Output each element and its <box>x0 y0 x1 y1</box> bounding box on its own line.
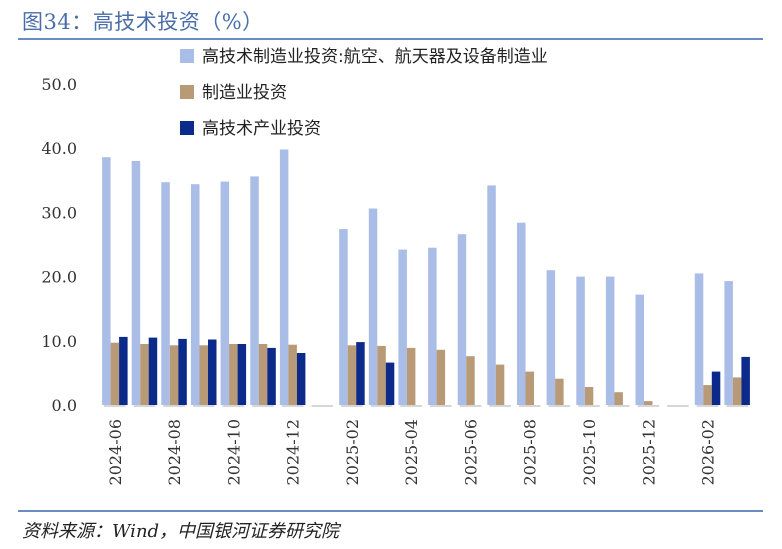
y-tick-label: 0.0 <box>52 396 77 415</box>
bar-hightech <box>356 342 365 405</box>
bar-hightech <box>119 336 128 405</box>
bar-manufacturing <box>466 356 475 405</box>
x-tick-label: 2025-06 <box>461 419 480 485</box>
bar-aerospace <box>487 185 496 405</box>
bar-aerospace <box>724 281 733 405</box>
bar-manufacturing <box>644 401 653 405</box>
bar-manufacturing <box>525 371 534 405</box>
bar-manufacturing <box>347 345 357 405</box>
bar-manufacturing <box>495 364 505 405</box>
bar-aerospace <box>457 234 467 405</box>
bar-manufacturing <box>229 344 238 405</box>
bar-aerospace <box>191 184 200 405</box>
bar-manufacturing <box>377 345 386 405</box>
y-axis: 0.0 10.0 20.0 30.0 40.0 50.0 <box>41 75 77 415</box>
legend-swatch <box>180 121 194 135</box>
bar-aerospace <box>339 229 348 405</box>
bar-manufacturing <box>436 349 446 405</box>
top-divider <box>18 38 763 40</box>
bar-aerospace <box>102 157 111 405</box>
bar-manufacturing <box>584 387 594 405</box>
x-tick-label: 2024-12 <box>284 419 303 485</box>
y-tick-label: 30.0 <box>41 203 77 222</box>
bar-hightech <box>148 337 158 405</box>
bar-manufacturing <box>732 377 742 405</box>
bar-manufacturing <box>288 344 297 405</box>
bars <box>102 149 750 405</box>
bar-manufacturing <box>703 385 712 405</box>
x-tick-label: 2024-10 <box>224 419 243 485</box>
bar-hightech <box>208 339 217 405</box>
legend-swatch <box>180 85 194 99</box>
x-axis: 2024-06 2024-08 2024-10 2024-12 2025-02 2025-… <box>104 405 748 485</box>
bar-chart: 0.010.020.030.040.050.0 2024-06 2024-08 20… <box>41 47 750 485</box>
bar-aerospace <box>428 247 437 405</box>
bar-manufacturing <box>614 392 623 405</box>
legend-label: 高技术制造业投资:航空、航天器及设备制造业 <box>202 47 548 67</box>
y-tick-label: 50.0 <box>41 75 77 94</box>
x-tick-label: 2024-06 <box>106 419 125 485</box>
bar-manufacturing <box>169 345 179 405</box>
bar-manufacturing <box>258 344 268 405</box>
bar-hightech <box>385 362 395 405</box>
bar-hightech <box>296 353 306 405</box>
bar-aerospace <box>250 176 259 405</box>
bar-hightech <box>178 338 187 405</box>
x-tick-label: 2024-08 <box>165 419 184 485</box>
bar-manufacturing <box>140 344 149 405</box>
chart-title: 图34：高技术投资（%） <box>22 10 264 34</box>
legend-label: 制造业投资 <box>202 83 287 103</box>
bar-aerospace <box>398 249 407 405</box>
x-tick-label: 2025-12 <box>639 419 658 485</box>
legend-label: 高技术产业投资 <box>202 119 321 139</box>
bottom-divider <box>18 510 763 512</box>
bar-aerospace <box>517 222 526 405</box>
bar-aerospace <box>576 276 585 405</box>
bar-aerospace <box>279 149 289 405</box>
x-tick-label: 2025-08 <box>521 419 540 485</box>
y-tick-label: 10.0 <box>41 332 77 351</box>
bar-manufacturing <box>110 342 120 405</box>
bar-hightech <box>741 356 750 405</box>
bar-manufacturing <box>555 378 564 405</box>
bar-aerospace <box>220 181 230 405</box>
bar-aerospace <box>161 182 170 405</box>
bar-hightech <box>711 371 721 405</box>
bar-aerospace <box>131 161 141 405</box>
source-note: 资料来源：Wind，中国银河证券研究院 <box>22 521 340 542</box>
x-tick-label: 2025-04 <box>402 419 421 485</box>
bar-aerospace <box>635 294 644 405</box>
bar-aerospace <box>546 270 556 405</box>
y-tick-label: 20.0 <box>41 268 77 287</box>
x-tick-label: 2025-02 <box>343 419 362 485</box>
bar-manufacturing <box>199 345 208 405</box>
bar-aerospace <box>694 273 704 405</box>
bar-aerospace <box>368 208 378 405</box>
y-tick-label: 40.0 <box>41 139 77 158</box>
bar-aerospace <box>605 276 615 405</box>
bar-manufacturing <box>406 347 416 405</box>
legend-swatch <box>180 49 194 63</box>
bar-hightech <box>237 344 247 405</box>
x-tick-label: 2025-10 <box>580 419 599 485</box>
x-tick-label: 2026-02 <box>699 419 718 485</box>
bar-hightech <box>267 347 276 405</box>
